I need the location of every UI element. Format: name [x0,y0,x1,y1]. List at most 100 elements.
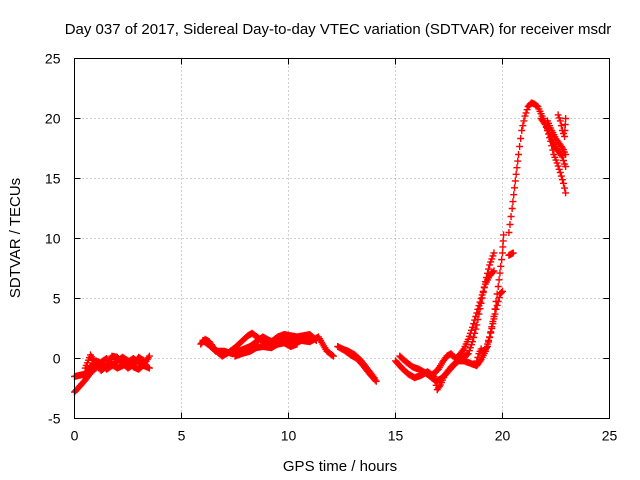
data-point [495,294,503,302]
data-point [558,176,566,184]
data-point [490,249,498,257]
data-point [473,357,481,365]
y-tick-label: -5 [48,411,61,427]
data-point [505,229,513,236]
data-point [494,298,502,305]
data-point [556,169,564,176]
data-point [561,133,569,140]
data-point [490,315,498,323]
chart-title: Day 037 of 2017, Sidereal Day-to-day VTE… [65,21,612,38]
data-point [480,284,488,292]
data-point [488,325,496,332]
data-point [561,121,569,128]
data-point [435,383,443,390]
data-point [559,179,567,187]
data-point [372,377,380,385]
x-tick-label: 5 [178,428,186,444]
data-point [487,329,495,337]
data-point [370,374,378,382]
data-point [557,151,565,159]
data-point [558,144,566,152]
data-point [484,343,492,350]
data-point [491,310,499,318]
data-point [513,164,521,172]
data-point [485,338,493,346]
data-point [562,189,570,197]
data-points [71,99,570,396]
data-point [562,115,570,122]
y-tick-labels: -5 0 5 10 15 20 25 [45,51,61,427]
data-point [509,249,517,257]
data-point [496,269,504,277]
data-point [561,184,569,192]
axis-ticks [74,58,610,419]
data-point [511,184,519,192]
data-point [510,191,518,199]
x-tick-label: 20 [495,428,511,444]
data-point [492,305,500,313]
data-point [508,205,516,212]
data-point [471,316,479,324]
data-point [523,106,531,114]
data-point [489,320,497,328]
data-point [520,117,528,125]
data-point [145,364,153,372]
x-tick-label: 25 [602,428,618,444]
data-point [499,237,507,245]
data-point [521,112,529,120]
y-tick-label: 15 [45,171,61,187]
y-tick-label: 10 [45,231,61,247]
data-point [476,298,484,306]
data-point [562,163,570,170]
data-point [498,256,506,264]
data-point [509,198,517,206]
data-point [514,157,522,165]
data-point [293,340,301,348]
data-point [329,352,337,360]
data-point [475,302,483,310]
data-point [500,231,508,239]
data-point [473,321,481,329]
grid-lines [74,58,610,419]
data-point [499,249,506,257]
data-point [145,352,153,360]
data-point [517,135,525,142]
y-tick-label: 20 [45,111,61,127]
x-tick-label: 0 [71,428,79,444]
data-point [556,117,564,125]
data-point [470,320,478,328]
data-point [516,143,524,150]
data-point [512,170,520,178]
data-point [469,323,477,331]
data-point [139,356,147,364]
data-point [507,213,515,220]
data-point [497,289,505,296]
x-tick-label: 10 [281,428,297,444]
data-point [328,351,336,359]
data-point [485,265,493,273]
data-point [490,267,498,275]
data-point [477,295,485,302]
data-point [478,291,486,299]
data-point [562,151,570,158]
y-tick-label: 25 [45,51,61,67]
x-axis-label: GPS time / hours [283,458,397,475]
data-point [559,157,567,164]
data-point [473,309,481,317]
data-point [494,283,502,290]
data-point [470,334,478,341]
x-tick-labels: 0 5 10 15 20 25 [71,428,618,444]
data-point [557,122,565,130]
data-point [511,177,519,185]
data-point [554,162,562,170]
x-tick-label: 15 [388,428,404,444]
y-tick-label: 0 [53,351,61,367]
data-point [499,287,506,295]
data-point [489,268,497,276]
data-point [519,122,527,130]
data-point [479,287,487,295]
data-point [474,305,482,313]
data-point [518,127,526,134]
data-point [493,301,501,309]
